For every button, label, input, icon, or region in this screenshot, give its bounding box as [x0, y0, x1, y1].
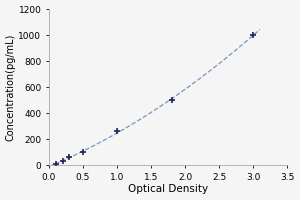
Y-axis label: Concentration(pg/mL): Concentration(pg/mL) [6, 33, 16, 141]
X-axis label: Optical Density: Optical Density [128, 184, 208, 194]
